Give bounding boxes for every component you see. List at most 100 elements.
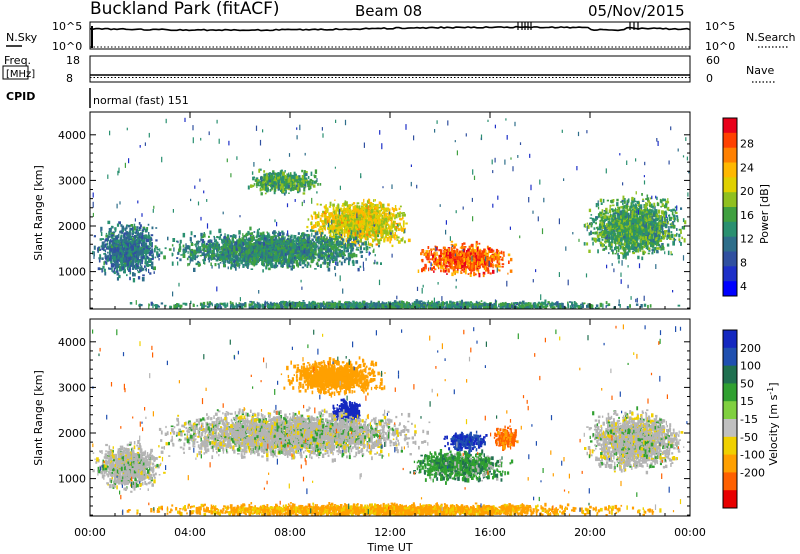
echo-cell bbox=[203, 233, 206, 238]
echo-cell bbox=[363, 247, 366, 251]
echo-cell bbox=[222, 252, 225, 256]
echo-cell bbox=[366, 200, 369, 203]
echo-cell bbox=[217, 256, 220, 260]
echo-cell bbox=[368, 227, 370, 232]
echo-cell bbox=[304, 177, 308, 181]
echo-cell bbox=[256, 182, 260, 187]
echo-cell bbox=[277, 188, 280, 191]
echo-cell bbox=[319, 183, 322, 186]
echo-cell bbox=[276, 264, 279, 267]
echo-cell bbox=[335, 216, 337, 219]
echo-cell bbox=[203, 247, 206, 251]
echo-cell bbox=[490, 248, 493, 252]
echo-cell bbox=[233, 251, 235, 255]
echo-cell bbox=[355, 236, 358, 241]
echo-cell bbox=[378, 210, 381, 213]
echo-cell bbox=[253, 262, 256, 267]
echo-cell bbox=[351, 210, 354, 213]
echo-cell bbox=[480, 252, 483, 257]
echo-cell bbox=[283, 262, 285, 265]
echo-cell bbox=[460, 271, 463, 274]
echo-cell bbox=[332, 206, 335, 211]
echo-cell bbox=[250, 184, 253, 188]
echo-cell bbox=[347, 213, 350, 216]
echo-cell bbox=[397, 223, 400, 228]
echo-cell bbox=[356, 202, 360, 205]
echo-cell bbox=[351, 253, 354, 257]
echo-cell bbox=[429, 260, 431, 264]
echo-cell bbox=[199, 246, 202, 249]
echo-cell bbox=[337, 215, 340, 219]
echo-cell bbox=[371, 219, 375, 223]
echo-cell bbox=[316, 203, 319, 206]
echo-cell bbox=[332, 232, 335, 237]
echo-cell bbox=[442, 262, 446, 266]
echo-cell bbox=[267, 247, 270, 250]
echo-cell bbox=[360, 227, 362, 231]
echo-cell bbox=[314, 268, 317, 270]
echo-cell bbox=[262, 231, 265, 235]
echo-cell bbox=[470, 266, 473, 270]
echo-cell bbox=[350, 211, 352, 216]
echo-cell bbox=[369, 204, 372, 208]
echo-cell bbox=[382, 219, 384, 223]
echo-cell bbox=[177, 261, 179, 266]
echo-cell bbox=[341, 232, 343, 236]
echo-cell bbox=[303, 173, 306, 178]
echo-cell bbox=[371, 237, 373, 240]
echo-cell bbox=[491, 249, 494, 254]
echo-cell bbox=[213, 254, 216, 257]
echo-cell bbox=[497, 263, 500, 266]
echo-cell bbox=[275, 249, 277, 252]
echo-cell bbox=[345, 214, 348, 218]
echo-cell bbox=[459, 262, 462, 265]
echo-cell bbox=[206, 253, 209, 256]
echo-cell bbox=[284, 175, 287, 179]
echo-cell bbox=[345, 250, 349, 253]
echo-cell bbox=[222, 238, 226, 242]
echo-cell bbox=[399, 205, 402, 208]
echo-cell bbox=[208, 251, 210, 256]
echo-cell bbox=[196, 256, 198, 259]
echo-cell bbox=[323, 234, 326, 237]
echo-cell bbox=[399, 211, 401, 214]
echo-cell bbox=[243, 257, 245, 262]
echo-cell bbox=[454, 259, 456, 264]
echo-cell bbox=[352, 214, 355, 217]
echo-cell bbox=[226, 247, 229, 249]
echo-cell bbox=[302, 179, 305, 185]
echo-cell bbox=[322, 236, 326, 241]
echo-cell bbox=[278, 249, 281, 254]
echo-cell bbox=[314, 224, 317, 228]
echo-cell bbox=[301, 259, 304, 263]
echo-cell bbox=[324, 253, 327, 255]
echo-cell bbox=[500, 250, 503, 255]
echo-cell bbox=[384, 235, 387, 239]
echo-cell bbox=[509, 269, 513, 273]
echo-cell bbox=[476, 257, 480, 262]
echo-cell bbox=[297, 180, 299, 184]
echo-cell bbox=[379, 214, 383, 217]
echo-cell bbox=[219, 261, 222, 264]
echo-cell bbox=[309, 185, 312, 189]
echo-cell bbox=[361, 212, 364, 217]
echo-cell bbox=[255, 252, 258, 258]
echo-cell bbox=[445, 255, 449, 259]
echo-cell bbox=[461, 269, 464, 272]
echo-cell bbox=[501, 263, 505, 266]
echo-cell bbox=[312, 242, 314, 246]
echo-cell bbox=[456, 253, 460, 256]
echo-cell bbox=[297, 189, 300, 194]
echo-cell bbox=[492, 269, 495, 274]
echo-cell bbox=[470, 254, 472, 258]
echo-cell bbox=[343, 259, 346, 264]
echo-cell bbox=[502, 251, 505, 255]
echo-cell bbox=[394, 232, 396, 236]
echo-cell bbox=[360, 250, 364, 254]
echo-cell bbox=[233, 248, 236, 253]
echo-cell bbox=[281, 230, 284, 234]
echo-cell bbox=[428, 250, 430, 255]
echo-cell bbox=[489, 250, 493, 253]
echo-cell bbox=[450, 260, 453, 264]
echo-cell bbox=[373, 229, 376, 232]
